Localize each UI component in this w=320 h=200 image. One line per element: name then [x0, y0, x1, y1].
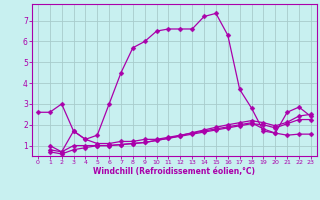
X-axis label: Windchill (Refroidissement éolien,°C): Windchill (Refroidissement éolien,°C)	[93, 167, 255, 176]
